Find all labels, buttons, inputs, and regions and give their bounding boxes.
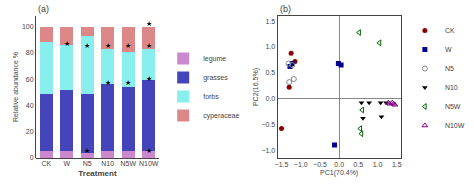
svg-text:80: 80 — [26, 49, 34, 56]
svg-text:CK: CK — [41, 160, 51, 167]
svg-text:★: ★ — [64, 40, 70, 48]
svg-text:0: 0 — [30, 154, 34, 161]
svg-text:0.5: 0.5 — [354, 161, 364, 168]
svg-text:CK: CK — [445, 27, 455, 34]
svg-text:1.5: 1.5 — [392, 161, 402, 168]
svg-text:★: ★ — [146, 42, 152, 50]
svg-text:−0.5: −0.5 — [313, 161, 327, 168]
svg-text:1.0: 1.0 — [266, 43, 276, 50]
svg-text:N5W: N5W — [445, 103, 461, 110]
svg-text:★: ★ — [125, 42, 131, 50]
svg-text:1.5: 1.5 — [266, 18, 276, 25]
svg-text:(b): (b) — [280, 4, 291, 14]
svg-text:N10W: N10W — [139, 160, 159, 167]
svg-text:grasses: grasses — [203, 74, 228, 82]
svg-text:★: ★ — [125, 79, 131, 87]
svg-text:W: W — [445, 46, 452, 53]
svg-text:N5: N5 — [83, 160, 92, 167]
svg-text:−1.0: −1.0 — [261, 147, 275, 154]
svg-text:PC1(70.4%): PC1(70.4%) — [320, 169, 358, 177]
svg-text:−1.0: −1.0 — [294, 161, 308, 168]
svg-text:(a): (a) — [38, 4, 49, 14]
svg-text:★: ★ — [105, 42, 111, 50]
svg-text:0.0: 0.0 — [334, 161, 344, 168]
svg-text:−0.5: −0.5 — [261, 121, 275, 128]
svg-text:40: 40 — [26, 102, 34, 109]
svg-text:Treatment: Treatment — [78, 169, 117, 178]
svg-text:★: ★ — [105, 79, 111, 87]
svg-text:1.0: 1.0 — [373, 161, 383, 168]
svg-text:cyperaceae: cyperaceae — [203, 112, 239, 120]
svg-text:legume: legume — [203, 55, 226, 63]
svg-text:−1.5: −1.5 — [275, 161, 289, 168]
svg-text:N10: N10 — [101, 160, 114, 167]
svg-text:N10: N10 — [445, 84, 458, 91]
svg-text:N10W: N10W — [445, 122, 465, 129]
svg-text:PC2(16.5%): PC2(16.5%) — [252, 68, 260, 106]
svg-text:★: ★ — [146, 75, 152, 83]
svg-text:N5: N5 — [445, 65, 454, 72]
svg-text:★: ★ — [84, 42, 90, 50]
svg-text:★: ★ — [84, 147, 90, 155]
svg-text:100: 100 — [22, 23, 34, 30]
svg-text:forbs: forbs — [203, 93, 219, 100]
svg-text:W: W — [63, 160, 70, 167]
svg-text:N5W: N5W — [120, 160, 136, 167]
svg-text:0.5: 0.5 — [266, 69, 276, 76]
svg-text:60: 60 — [26, 76, 34, 83]
svg-text:20: 20 — [26, 128, 34, 135]
svg-text:0.0: 0.0 — [266, 95, 276, 102]
svg-text:★: ★ — [146, 20, 152, 28]
svg-text:★: ★ — [146, 147, 152, 155]
svg-text:Relative abundance %: Relative abundance % — [12, 52, 19, 122]
